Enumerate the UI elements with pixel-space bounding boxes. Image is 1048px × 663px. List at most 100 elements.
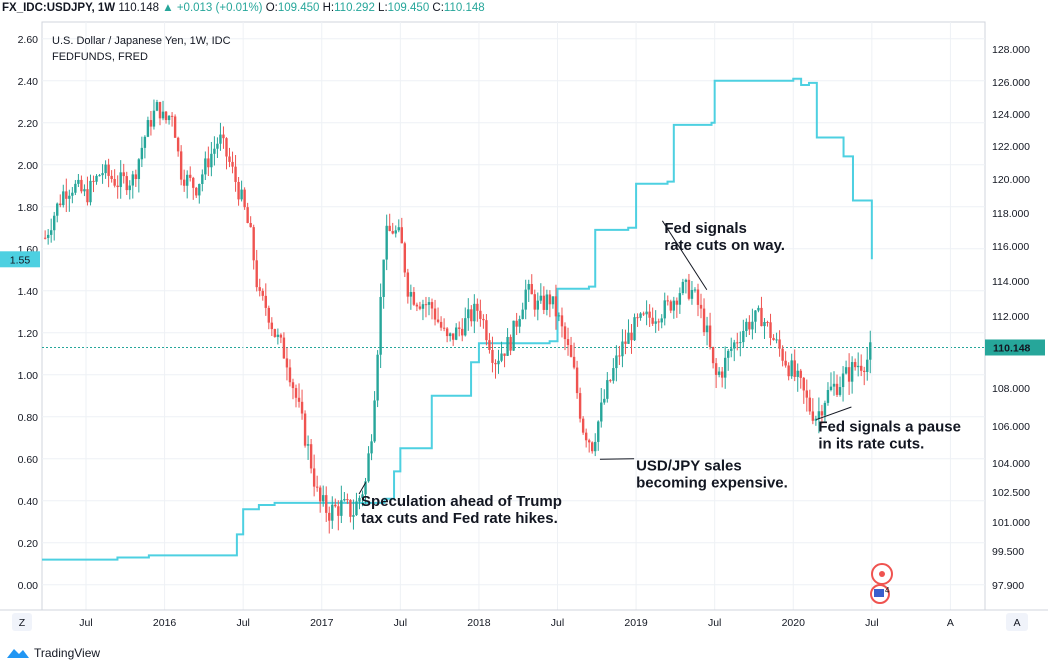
- candle-body: [318, 487, 322, 502]
- candle-body: [176, 137, 180, 152]
- left-tick-label: 2.20: [18, 118, 39, 130]
- candle-body: [754, 310, 757, 322]
- candle-body: [539, 295, 543, 301]
- candle-body: [146, 120, 150, 137]
- candle-body: [838, 387, 842, 395]
- candle-body: [128, 185, 131, 191]
- right-tick-label: 122.000: [992, 141, 1030, 153]
- candle-body: [427, 302, 431, 305]
- high-label: H:: [322, 2, 335, 14]
- candle-body: [693, 289, 697, 291]
- candle-body: [373, 400, 376, 442]
- candle-body: [503, 353, 506, 356]
- candle-body: [805, 390, 808, 398]
- candle-body: [723, 357, 727, 378]
- symbol-label[interactable]: FX_IDC:USDJPY, 1W: [2, 2, 116, 14]
- candle-body: [249, 222, 252, 228]
- candle-body: [545, 294, 549, 310]
- candle-body: [853, 362, 857, 368]
- candle-body: [675, 300, 679, 305]
- candle-body: [696, 289, 700, 305]
- candle-body: [315, 486, 319, 488]
- left-axis: 2.602.402.202.001.801.601.401.201.000.80…: [0, 34, 40, 592]
- candle-body: [312, 468, 316, 487]
- annotation-text: in its rate cuts.: [818, 436, 924, 453]
- right-tick-label: 108.000: [992, 383, 1030, 395]
- annotation-text: Speculation ahead of Trump: [361, 493, 562, 510]
- candle-body: [185, 174, 189, 186]
- candle-body: [182, 179, 186, 186]
- candle-body: [98, 175, 101, 177]
- candle-body: [745, 321, 748, 331]
- candle-body: [415, 304, 419, 307]
- event-icons[interactable]: 4: [870, 563, 893, 604]
- candle-body: [397, 227, 400, 231]
- candle-body: [584, 432, 588, 441]
- candle-body: [442, 327, 446, 329]
- x-axis[interactable]: Z Jul 2016 Jul 2017 Jul 2018 Jul 2019 Jul 2020 Jul A…: [0, 609, 1048, 631]
- brand-label[interactable]: TradingView: [34, 646, 101, 660]
- right-axis[interactable]: 128.000 126.000 124.000 122.000 120.000 118.0…: [985, 44, 1045, 592]
- candle-body: [122, 172, 125, 177]
- candle-body: [264, 295, 267, 308]
- candle-body: [430, 302, 434, 309]
- zoom-button-bg[interactable]: [12, 613, 32, 631]
- x-tick-label: Jul: [79, 617, 92, 629]
- candle-body: [751, 321, 754, 330]
- right-tick-label: 112.000: [992, 311, 1029, 323]
- autoscale-button-bg[interactable]: [1006, 613, 1028, 631]
- zoom-button[interactable]: Z: [19, 617, 26, 629]
- candle-body: [388, 225, 391, 232]
- open-label: O:: [265, 2, 278, 14]
- candle-body: [600, 402, 603, 422]
- high-value: 110.292: [334, 2, 375, 14]
- candle-body: [763, 322, 766, 327]
- last-price-label: 110.148: [993, 342, 1031, 354]
- candle-body: [551, 296, 555, 305]
- annotation-text: USD/JPY sales: [636, 458, 742, 475]
- candle-body: [454, 327, 458, 340]
- x-tick-label: Jul: [865, 617, 878, 629]
- candle-body: [536, 300, 540, 310]
- candle-body: [234, 166, 237, 182]
- candle-body: [219, 134, 222, 144]
- candle-body: [306, 444, 310, 446]
- candle-body: [331, 504, 334, 521]
- candle-body: [657, 321, 660, 323]
- candle-body: [294, 388, 298, 398]
- candle-body: [587, 440, 591, 443]
- candle-body: [512, 320, 515, 351]
- candle-body: [49, 230, 53, 235]
- candle-body: [575, 367, 579, 394]
- candle-body: [548, 294, 552, 305]
- candle-body: [470, 309, 473, 322]
- x-tick-label: 2020: [782, 617, 806, 629]
- candle-body: [325, 495, 328, 513]
- candle-body: [730, 348, 733, 351]
- candle-body: [663, 300, 666, 319]
- candle-body: [796, 370, 799, 377]
- candle-body: [379, 296, 382, 355]
- candle-body: [71, 192, 74, 196]
- candle-body: [461, 328, 464, 336]
- candle-body: [863, 370, 866, 372]
- candle-body: [506, 336, 509, 356]
- candle-body: [170, 115, 174, 117]
- right-tick-label: 97.900: [992, 580, 1024, 592]
- candle-body: [708, 325, 712, 348]
- candle-body: [606, 380, 609, 399]
- last-price: 110.148: [118, 2, 160, 14]
- candle-body: [748, 321, 751, 330]
- candle-body: [409, 292, 413, 297]
- tradingview-logo-icon[interactable]: [6, 646, 30, 660]
- candle-body: [240, 189, 243, 200]
- candle-body: [621, 341, 624, 357]
- candle-body: [869, 342, 872, 360]
- x-tick-label: Jul: [394, 617, 407, 629]
- candle-body: [464, 318, 467, 336]
- autoscale-button[interactable]: A: [1013, 617, 1020, 629]
- candle-body: [482, 318, 485, 321]
- candle-body: [518, 319, 521, 327]
- x-tick-label: 2019: [624, 617, 648, 629]
